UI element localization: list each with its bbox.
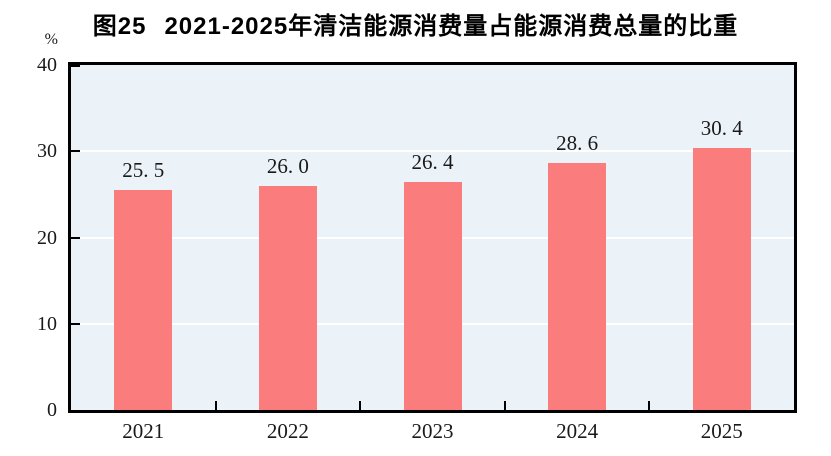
- x-axis-tick: [648, 401, 651, 410]
- bar: [258, 185, 317, 410]
- bar-value-label: 28. 6: [556, 131, 599, 156]
- gridline: [71, 150, 794, 153]
- y-axis-label: 30: [37, 140, 57, 163]
- y-axis-tick: [71, 65, 80, 67]
- y-axis-tick: [71, 236, 80, 239]
- x-axis-label: 2021: [122, 419, 165, 443]
- x-axis-tick: [214, 401, 217, 410]
- y-axis-label: 40: [37, 54, 57, 76]
- y-axis-label: 0: [47, 399, 57, 421]
- bar: [692, 147, 751, 410]
- y-axis-label: 20: [37, 226, 57, 249]
- x-axis-label: 2022: [266, 419, 309, 443]
- y-axis-unit-label: %: [44, 31, 58, 48]
- x-axis-label: 2024: [556, 419, 599, 443]
- bar: [114, 190, 173, 410]
- plot-inner: 25. 5 26. 0 26. 4 28. 6 30. 4: [71, 65, 794, 410]
- bar-value-label: 26. 0: [266, 153, 309, 178]
- chart-title: 图25 2021-2025年清洁能源消费量占能源消费总量的比重: [0, 6, 831, 41]
- y-axis-tick: [71, 150, 80, 153]
- bar-value-label: 25. 5: [122, 158, 165, 183]
- bar-value-label: 30. 4: [700, 115, 743, 140]
- chart-title-number: 图25: [92, 13, 147, 40]
- bar-value-label: 26. 4: [411, 150, 454, 175]
- x-axis-tick: [359, 401, 362, 410]
- y-axis-tick: [71, 322, 80, 325]
- y-axis-label: 10: [37, 312, 57, 335]
- bar: [548, 163, 607, 410]
- x-axis-label: 2023: [411, 419, 454, 443]
- bar: [403, 182, 462, 410]
- x-axis-tick: [503, 401, 506, 410]
- plot-area: 25. 5 26. 0 26. 4 28. 6 30. 4: [68, 62, 797, 413]
- chart-title-text: 2021-2025年清洁能源消费量占能源消费总量的比重: [164, 13, 739, 40]
- x-axis-label: 2025: [700, 419, 743, 443]
